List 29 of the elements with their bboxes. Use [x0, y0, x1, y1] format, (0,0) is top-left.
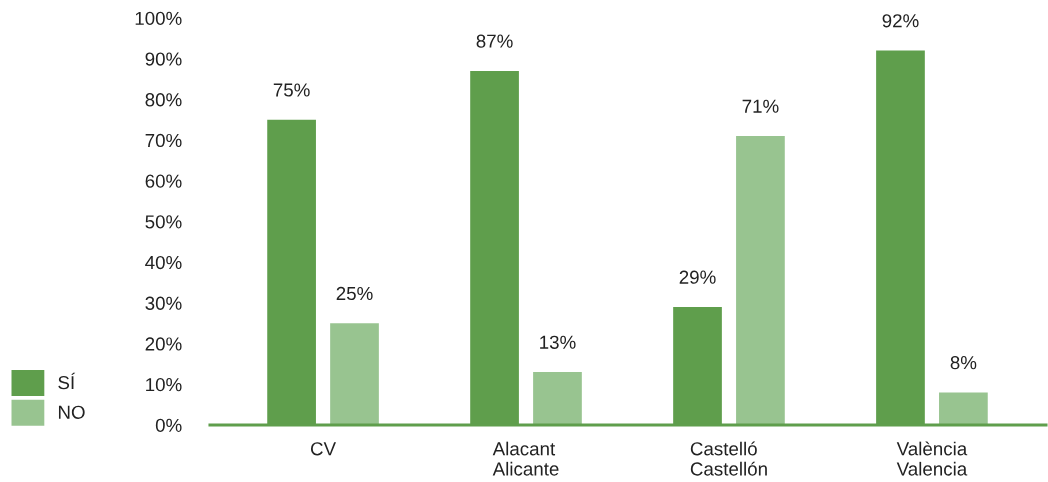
y-tick-label: 90% [145, 52, 182, 66]
data-label: 8% [950, 356, 977, 370]
bar [330, 323, 379, 425]
data-label: 13% [540, 335, 576, 349]
data-label: 29% [679, 270, 716, 284]
x-tick-label: Alacant Alicante [492, 441, 559, 476]
bar [939, 392, 988, 425]
y-tick-label: 80% [145, 93, 182, 107]
y-tick-label: 20% [145, 337, 182, 351]
y-tick-label: 10% [146, 378, 182, 392]
y-tick-label: 50% [145, 215, 182, 229]
data-label: 75% [273, 83, 310, 97]
y-tick-label: 70% [145, 133, 182, 148]
y-tick-label: 30% [145, 296, 182, 310]
y-tick-label: 0% [155, 418, 182, 432]
data-label: 25% [336, 286, 373, 301]
bar [736, 136, 785, 425]
data-label: 92% [882, 14, 919, 28]
data-label: 71% [742, 99, 779, 113]
bar [533, 372, 582, 425]
y-tick-label: 100% [135, 11, 182, 25]
x-tick-label: Castelló Castellón [690, 441, 767, 476]
x-tick-label: CV [310, 442, 336, 456]
legend-label: SÍ [58, 372, 76, 390]
legend-label: NO [58, 405, 85, 419]
y-tick-label: 40% [145, 255, 182, 270]
y-tick-label: 60% [145, 174, 182, 188]
data-label: 87% [476, 34, 513, 48]
x-tick-label: València Valencia [896, 441, 968, 476]
